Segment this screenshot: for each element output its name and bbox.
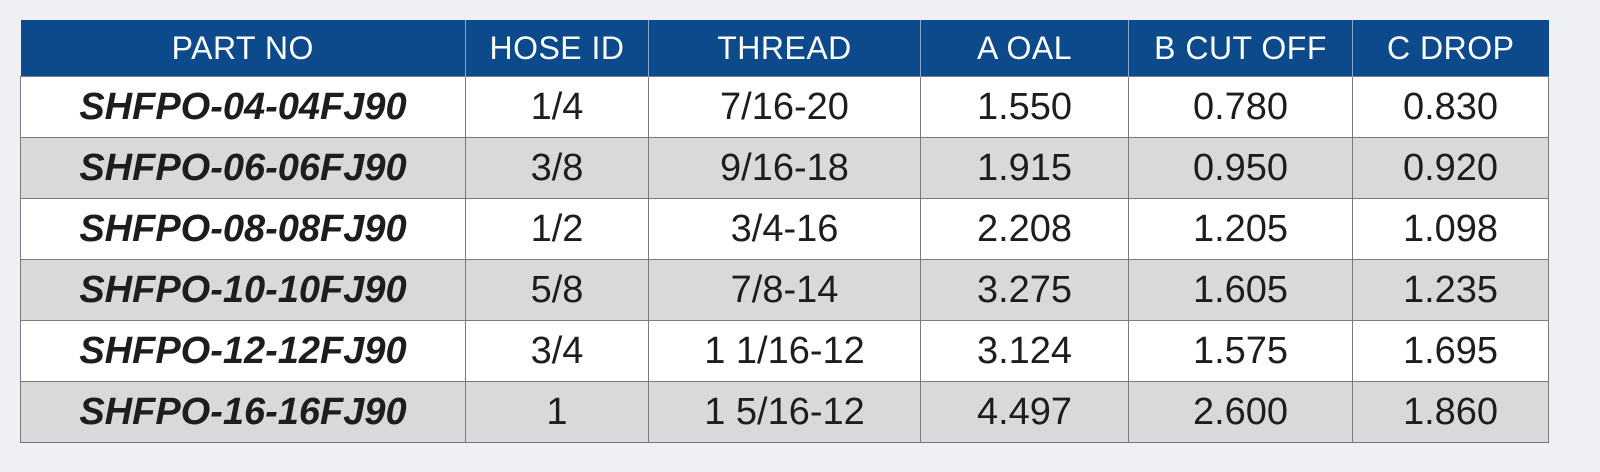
table-cell: 0.920 [1352, 137, 1549, 199]
table-cell: 7/16-20 [648, 76, 921, 138]
table-cell: 3.124 [920, 320, 1129, 382]
header-cell: B CUT OFF [1128, 20, 1353, 77]
table-cell: 4.497 [920, 381, 1129, 443]
table-cell: 1.915 [920, 137, 1129, 199]
table-cell: 1.550 [920, 76, 1129, 138]
header-cell: A OAL [920, 20, 1129, 77]
table-cell: 1 5/16-12 [648, 381, 921, 443]
table-cell: 1.695 [1352, 320, 1549, 382]
table-row: SHFPO-16-16FJ90 1 1 5/16-12 4.497 2.600 1.860 [20, 381, 1549, 443]
table-row: SHFPO-12-12FJ90 3/4 1 1/16-12 3.124 1.575 1.6… [20, 320, 1549, 382]
table-cell: 1.860 [1352, 381, 1549, 443]
part-number-cell: SHFPO-04-04FJ90 [20, 76, 466, 138]
table-cell: 3/4 [465, 320, 649, 382]
table-cell: 1/2 [465, 198, 649, 260]
part-number-cell: SHFPO-12-12FJ90 [20, 320, 466, 382]
table-body: SHFPO-04-04FJ90 1/4 7/16-20 1.550 0.780 0.830… [20, 76, 1549, 443]
table-cell: 1.605 [1128, 259, 1353, 321]
table-cell: 3.275 [920, 259, 1129, 321]
header-cell: PART NO [20, 20, 466, 77]
table-cell: 1 [465, 381, 649, 443]
header-row: PART NO HOSE ID THREAD A OAL B CUT OFF C DROP [20, 20, 1549, 77]
part-number-cell: SHFPO-16-16FJ90 [20, 381, 466, 443]
table-container: PART NO HOSE ID THREAD A OAL B CUT OFF C DROP… [20, 20, 1549, 443]
table-cell: 0.780 [1128, 76, 1353, 138]
table-row: SHFPO-06-06FJ90 3/8 9/16-18 1.915 0.950 0.920 [20, 137, 1549, 199]
table-row: SHFPO-10-10FJ90 5/8 7/8-14 3.275 1.605 1.235 [20, 259, 1549, 321]
table-row: SHFPO-04-04FJ90 1/4 7/16-20 1.550 0.780 0.830 [20, 76, 1549, 138]
table-cell: 0.950 [1128, 137, 1353, 199]
table-cell: 3/4-16 [648, 198, 921, 260]
table-cell: 1.575 [1128, 320, 1353, 382]
part-number-cell: SHFPO-06-06FJ90 [20, 137, 466, 199]
table-cell: 2.208 [920, 198, 1129, 260]
table-header: PART NO HOSE ID THREAD A OAL B CUT OFF C DROP [20, 20, 1549, 77]
table-cell: 1.235 [1352, 259, 1549, 321]
part-number-cell: SHFPO-08-08FJ90 [20, 198, 466, 260]
table-cell: 1.098 [1352, 198, 1549, 260]
header-cell: HOSE ID [465, 20, 649, 77]
header-cell: THREAD [648, 20, 921, 77]
part-number-cell: SHFPO-10-10FJ90 [20, 259, 466, 321]
table-row: SHFPO-08-08FJ90 1/2 3/4-16 2.208 1.205 1.098 [20, 198, 1549, 260]
spec-table: PART NO HOSE ID THREAD A OAL B CUT OFF C DROP… [20, 20, 1549, 443]
header-cell: C DROP [1352, 20, 1549, 77]
table-cell: 3/8 [465, 137, 649, 199]
table-cell: 9/16-18 [648, 137, 921, 199]
table-cell: 2.600 [1128, 381, 1353, 443]
table-cell: 1 1/16-12 [648, 320, 921, 382]
table-cell: 1.205 [1128, 198, 1353, 260]
table-cell: 1/4 [465, 76, 649, 138]
table-cell: 5/8 [465, 259, 649, 321]
table-cell: 0.830 [1352, 76, 1549, 138]
table-cell: 7/8-14 [648, 259, 921, 321]
